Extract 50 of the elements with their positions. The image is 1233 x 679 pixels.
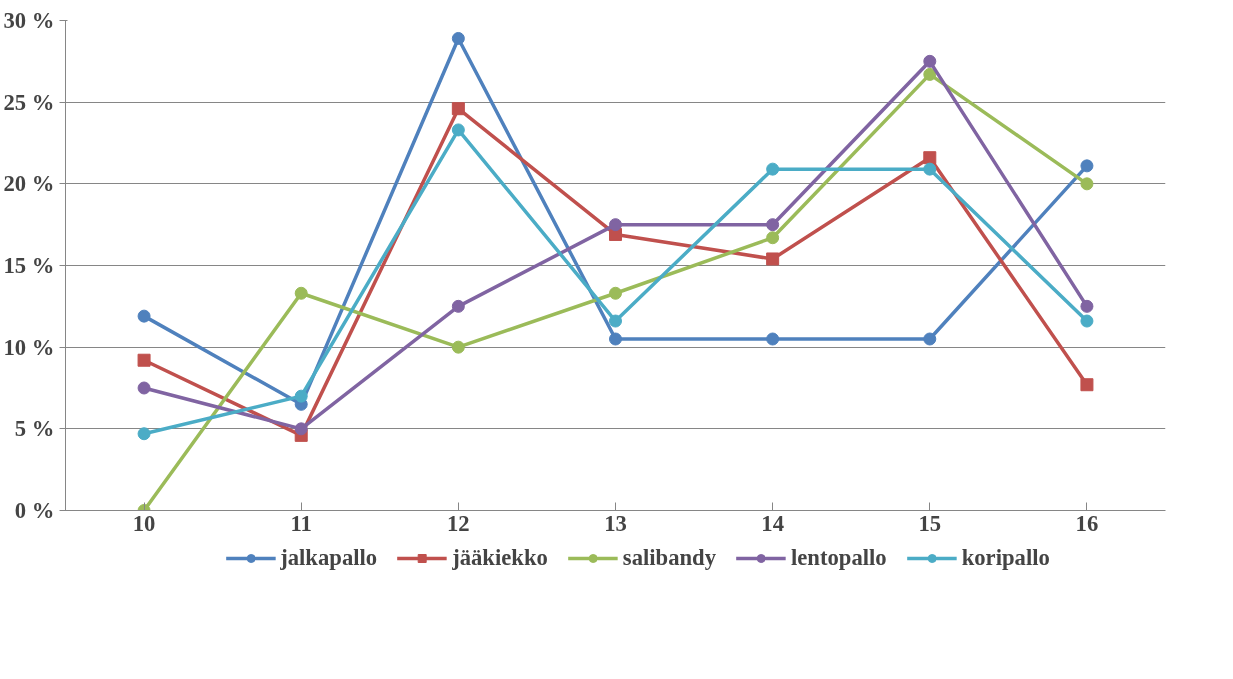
y-tick-label: 0 %: [14, 498, 55, 523]
legend-label: jääkiekko: [452, 545, 548, 571]
point: [451, 340, 465, 354]
x-tick-label: 16: [1075, 510, 1099, 536]
y-tick-label: 10 %: [3, 334, 55, 360]
point: [1080, 299, 1094, 313]
legend-label: salibandy: [622, 545, 717, 571]
x-tick-label: 15: [918, 510, 942, 536]
y-tick-label: 30 %: [3, 8, 55, 33]
x-tick-label: 12: [447, 510, 470, 536]
point: [294, 422, 308, 436]
point: [1080, 314, 1094, 328]
point: [923, 162, 937, 176]
point: [451, 299, 465, 313]
point: [609, 218, 622, 232]
point: [923, 67, 937, 81]
point: [923, 54, 937, 68]
point: [137, 353, 151, 367]
point: [609, 332, 622, 346]
y-tick-label: 20 %: [3, 171, 55, 197]
point: [609, 314, 622, 328]
point: [1080, 378, 1094, 392]
point: [923, 332, 937, 346]
point: [294, 286, 308, 300]
point: [1080, 159, 1094, 173]
y-tick-label: 5 %: [14, 416, 55, 442]
x-tick-label: 13: [604, 510, 627, 536]
point: [451, 123, 465, 137]
point: [137, 427, 151, 441]
point: [766, 231, 780, 245]
point: [451, 102, 465, 116]
point: [451, 31, 465, 45]
x-tick-label: 10: [132, 510, 156, 536]
x-tick-label: 14: [761, 510, 784, 536]
y-tick-label: 25 %: [3, 89, 55, 115]
legend-label: jalkapallo: [280, 545, 378, 571]
point: [137, 381, 151, 395]
point: [766, 332, 780, 346]
point: [923, 151, 937, 165]
point: [766, 252, 780, 266]
point: [766, 162, 780, 176]
legend-label: lentopallo: [791, 545, 887, 571]
point: [1080, 177, 1094, 191]
legend-label: koripallo: [961, 545, 1050, 571]
point: [294, 389, 308, 403]
x-tick-label: 11: [290, 510, 312, 536]
point: [137, 309, 151, 323]
point: [766, 218, 780, 232]
point: [609, 286, 622, 300]
y-tick-label: 15 %: [3, 253, 55, 278]
